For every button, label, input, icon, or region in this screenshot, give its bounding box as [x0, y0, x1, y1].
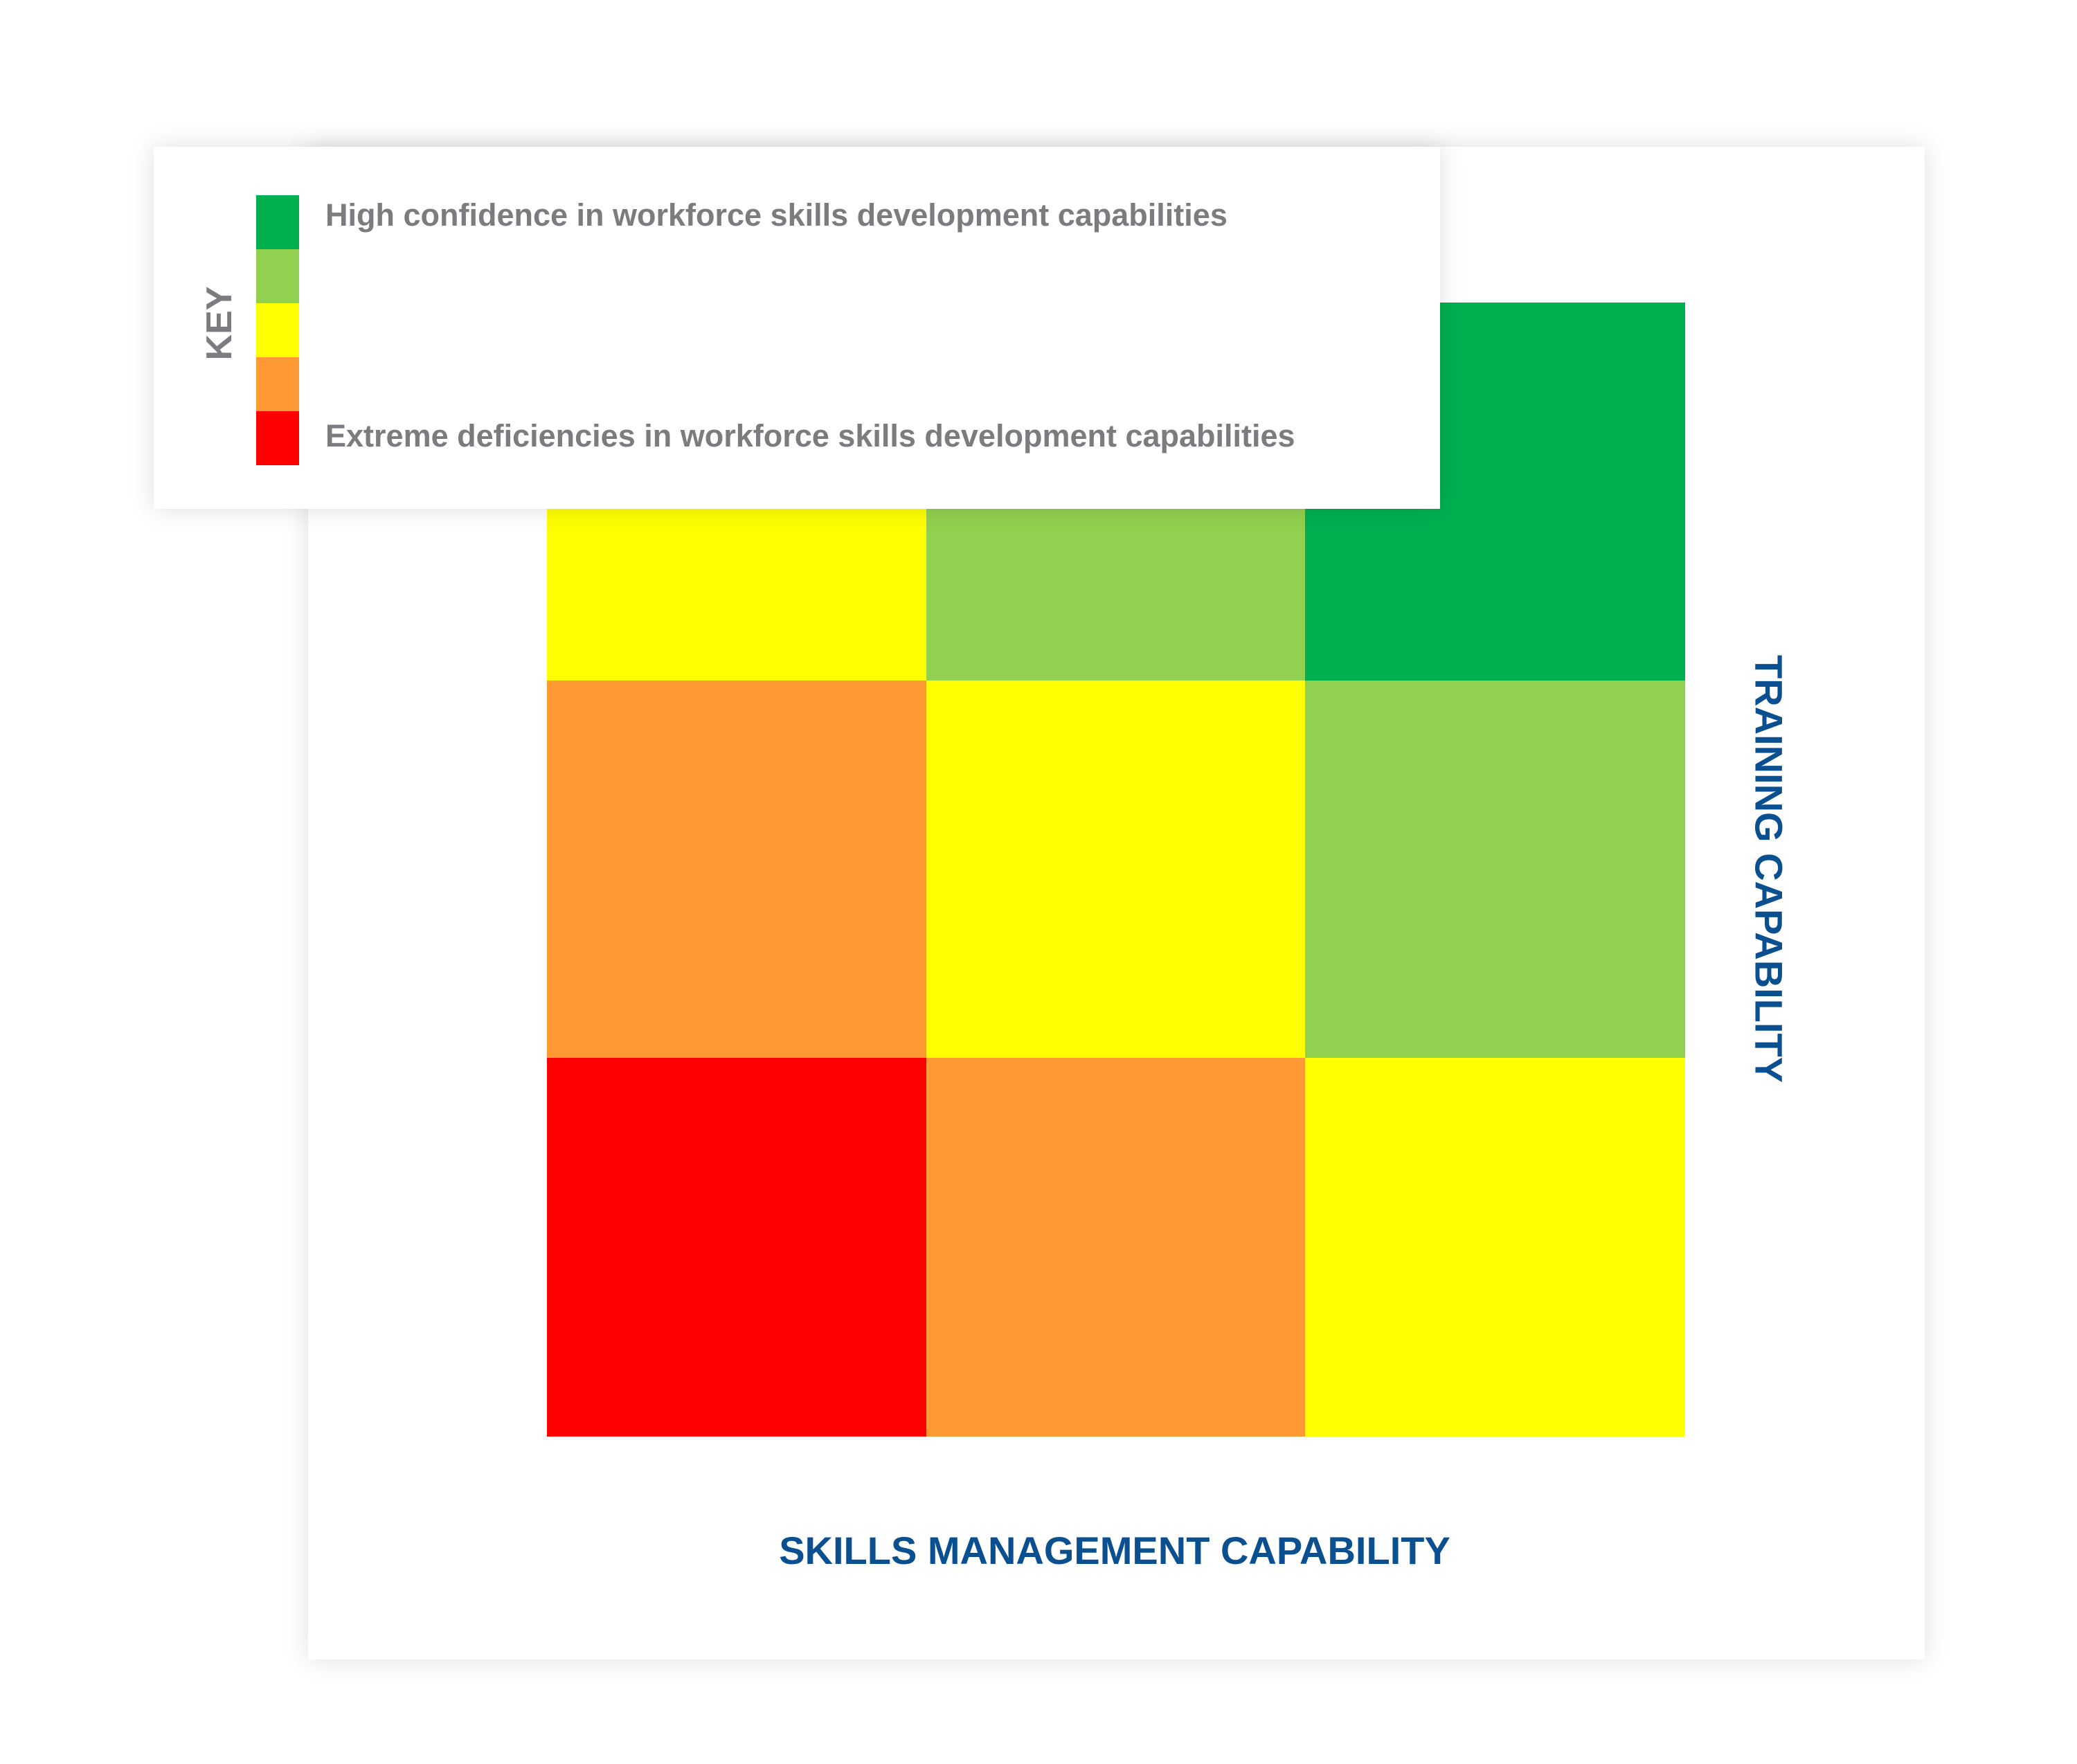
key-swatch	[256, 195, 299, 249]
matrix-cell	[926, 680, 1306, 1059]
key-swatch	[256, 249, 299, 303]
y-axis-label: TRAINING CAPABILITY	[1747, 654, 1791, 1083]
matrix-cell	[926, 1058, 1306, 1437]
key-swatch	[256, 357, 299, 411]
matrix-cell	[1305, 1058, 1685, 1437]
matrix-cell	[547, 680, 927, 1059]
key-swatch	[256, 411, 299, 465]
key-title: KEY	[199, 286, 240, 361]
x-axis-label: SKILLS MANAGEMENT CAPABILITY	[779, 1529, 1450, 1572]
key-swatch	[256, 303, 299, 357]
key-legend-card	[154, 147, 1440, 509]
matrix-cell	[547, 1058, 927, 1437]
key-label-high: High confidence in workforce skills deve…	[325, 197, 1228, 233]
matrix-cell	[1305, 680, 1685, 1059]
key-label-extreme: Extreme deficiencies in workforce skills…	[325, 418, 1295, 453]
